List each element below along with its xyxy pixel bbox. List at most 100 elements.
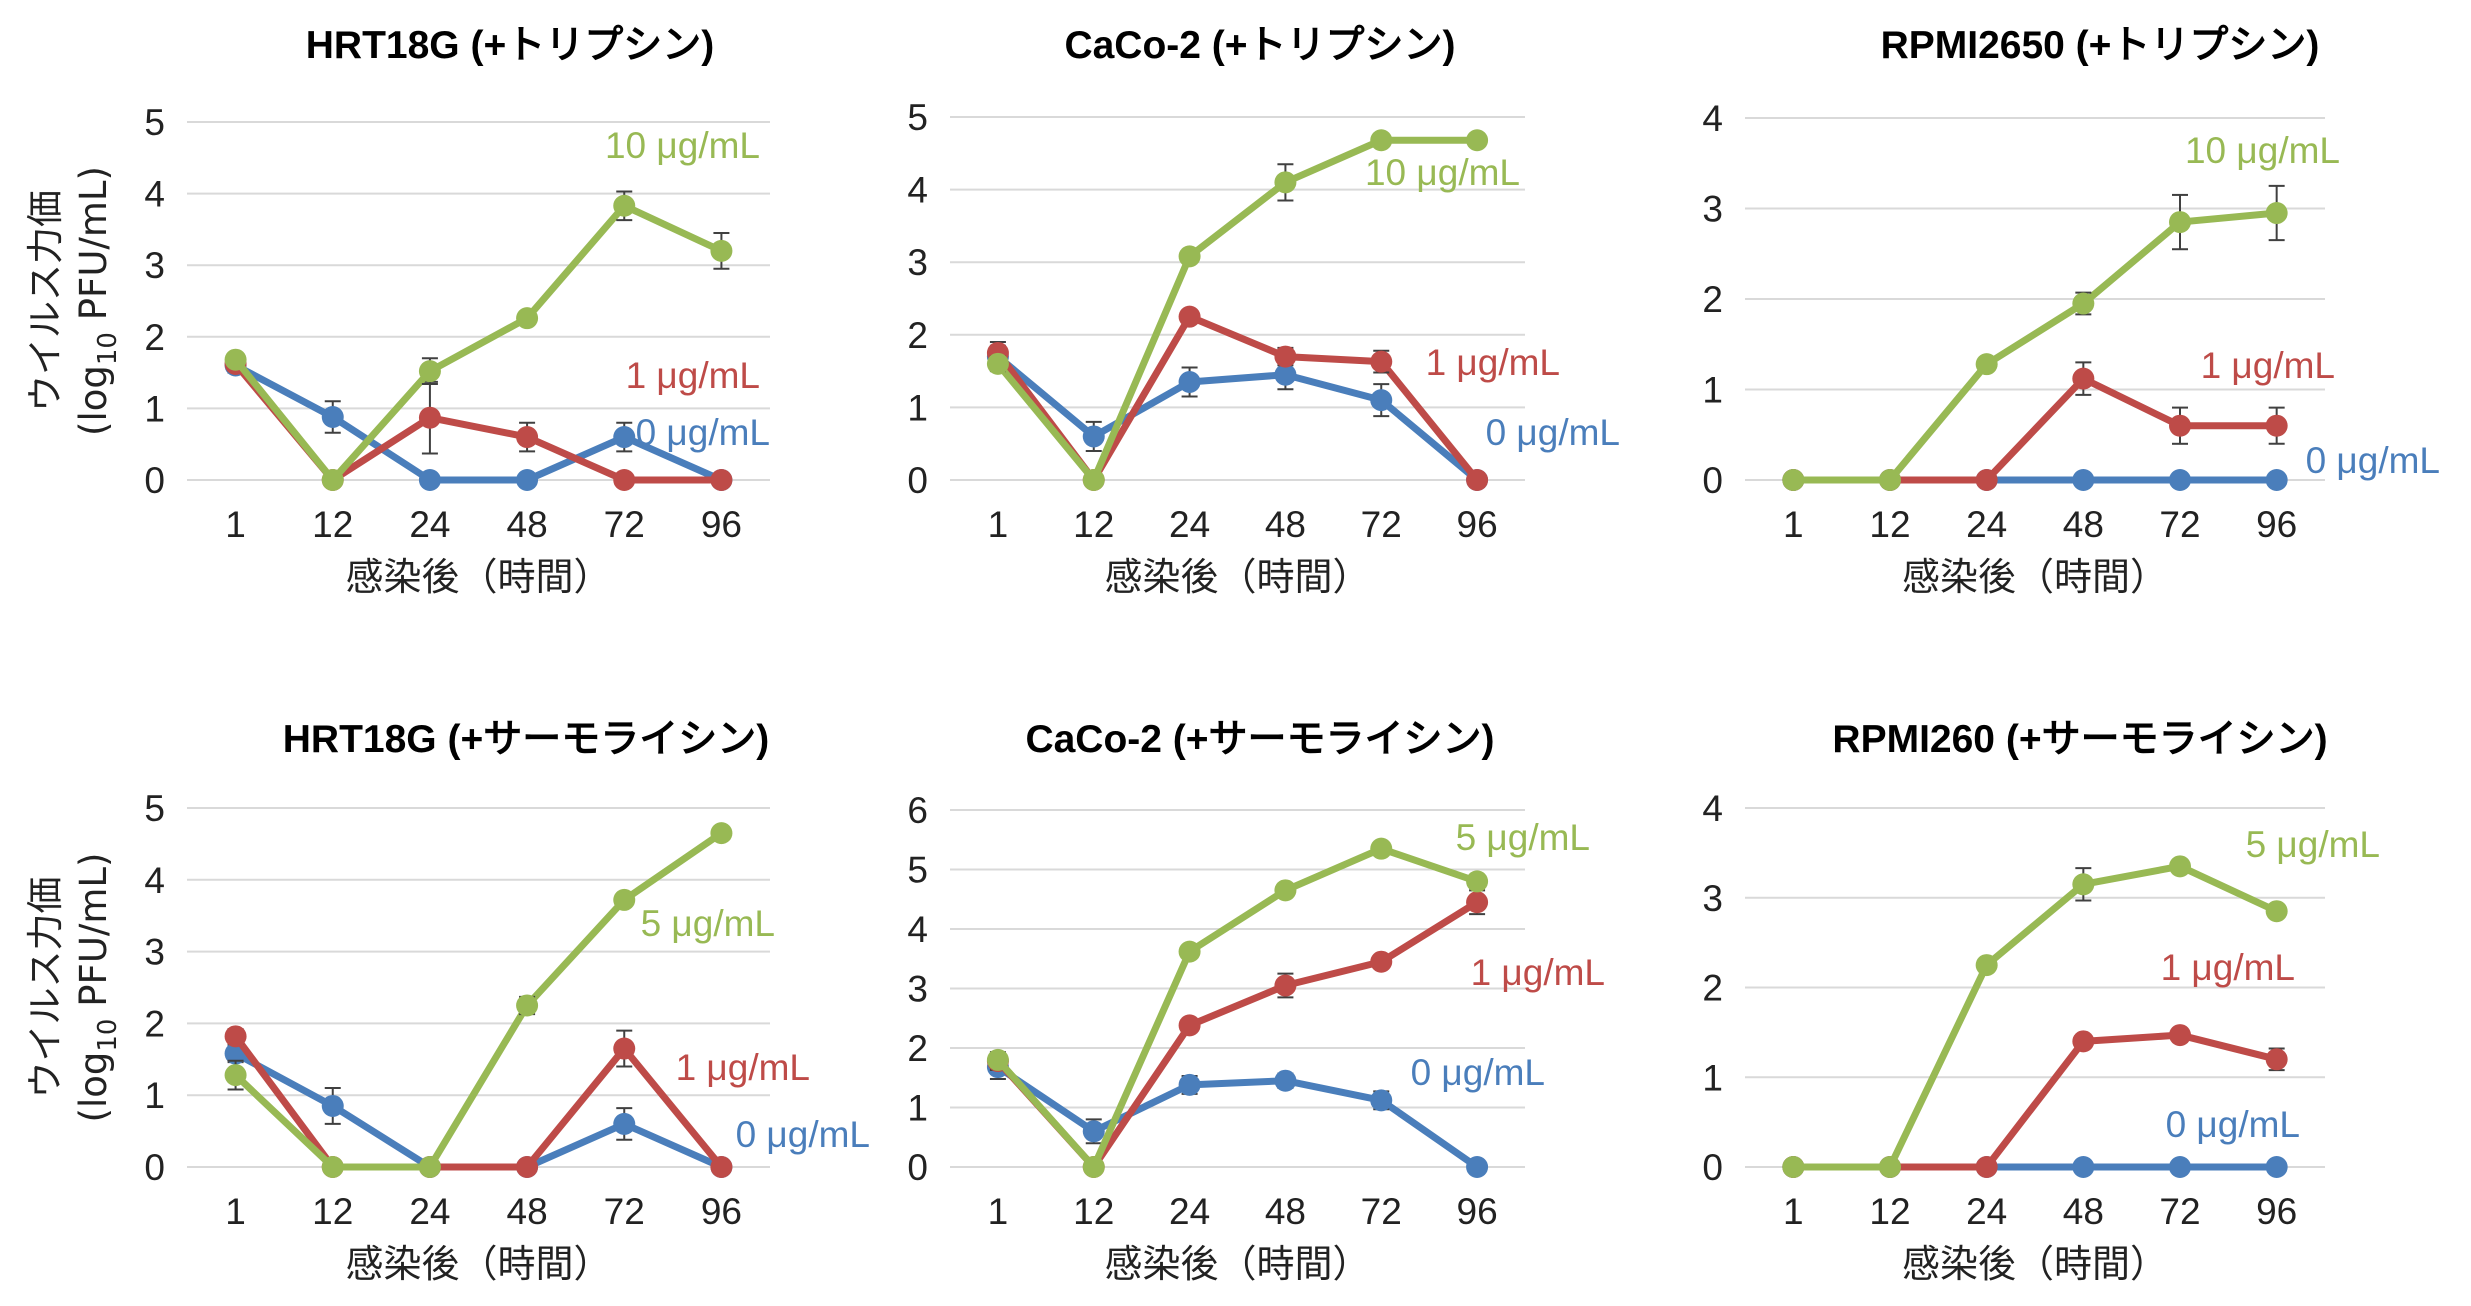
data-point [1082,469,1105,491]
data-point [1082,1156,1105,1178]
data-point [1178,370,1201,393]
data-point [1370,129,1393,152]
series-3: 10 μg/mL [986,129,1520,491]
series-label: 0 μg/mL [2306,440,2440,481]
data-point [1782,1156,1805,1178]
x-tick-label: 12 [1073,1191,1114,1232]
series-1: 0 μg/mL [986,1052,1545,1178]
x-axis-label: 感染後（時間） [345,555,611,599]
data-point [613,888,636,911]
data-point [1466,1156,1489,1178]
data-point [418,1156,441,1178]
data-point [2265,469,2288,491]
x-tick-label: 72 [604,1191,645,1232]
y-tick-label: 1 [1702,1057,1723,1098]
data-point [2265,900,2288,923]
y-tick-label: 0 [1702,1147,1723,1188]
y-axis-unit-part: PFU/mL) [72,166,115,332]
x-tick-label: 72 [1361,504,1402,545]
data-point [2072,469,2095,491]
data-point [1178,245,1201,268]
series-label: 5 μg/mL [2246,824,2380,865]
chart-title: CaCo-2 (+サーモライシン) [1025,718,1494,761]
series-2: 1 μg/mL [986,889,1605,1178]
x-tick-label: 48 [507,1191,548,1232]
y-tick-label: 1 [907,387,928,428]
y-axis-unit-subscript: 10 [93,332,123,365]
data-point [418,360,441,383]
data-point [321,1156,344,1178]
data-point [1178,1073,1201,1096]
y-axis-unit-label: (log10 PFU/mL) [72,853,123,1123]
data-point [2072,292,2095,315]
y-tick-label: 0 [144,460,165,501]
series-line [995,136,1478,484]
x-tick-label: 1 [225,504,246,545]
x-axis-label: 感染後（時間） [1902,1242,2168,1286]
data-point [2072,1156,2095,1178]
x-tick-label: 24 [1966,1191,2007,1232]
series-label: 0 μg/mL [1411,1052,1545,1093]
y-tick-label: 5 [907,850,928,891]
data-point [613,194,636,217]
x-tick-label: 12 [1073,504,1114,545]
x-tick-label: 96 [1457,504,1498,545]
series-label: 0 μg/mL [2166,1104,2300,1145]
series-line [232,202,723,484]
data-point [1274,363,1297,386]
data-point [1274,879,1297,902]
data-point [1466,870,1489,893]
data-point [1082,1120,1105,1143]
y-tick-label: 2 [907,1028,928,1069]
x-tick-label: 96 [2256,1191,2297,1232]
data-point [1274,1069,1297,1092]
data-point [418,406,441,429]
series-label: 1 μg/mL [676,1047,810,1088]
x-tick-label: 48 [507,504,548,545]
data-point [321,469,344,491]
x-tick-label: 1 [988,504,1009,545]
series-line [232,1034,725,1171]
data-point [2265,202,2288,225]
series-3: 10 μg/mL [1782,130,2340,491]
data-point [1370,389,1393,412]
x-tick-label: 96 [1457,1191,1498,1232]
series-2: 1 μg/mL [986,305,1560,491]
x-tick-label: 48 [2063,1191,2104,1232]
series-label: 0 μg/mL [636,412,770,453]
y-tick-label: 1 [1702,370,1723,411]
y-tick-label: 3 [144,245,165,286]
series-line [233,362,723,484]
x-tick-label: 1 [225,1191,246,1232]
data-point [1178,1014,1201,1037]
y-tick-label: 5 [907,97,928,138]
series-2: 1 μg/mL [1782,345,2335,491]
data-point [516,1156,539,1178]
series-label: 0 μg/mL [1486,412,1620,453]
chart-title: HRT18G (+サーモライシン) [283,718,769,761]
data-point [2072,367,2095,390]
data-point [1370,350,1393,373]
y-tick-label: 4 [144,860,165,901]
series-2: 1 μg/mL [1782,947,2295,1178]
x-tick-label: 12 [1869,1191,1910,1232]
x-tick-label: 12 [312,504,353,545]
y-tick-label: 1 [907,1088,928,1129]
y-tick-label: 0 [1702,460,1723,501]
series-line [233,1050,723,1171]
y-tick-label: 3 [1702,878,1723,919]
chart-title: RPMI2650 (+トリプシン) [1881,24,2320,67]
data-point [1370,1089,1393,1112]
data-point [418,469,441,491]
y-tick-label: 2 [144,317,165,358]
data-point [613,1112,636,1135]
y-tick-label: 2 [1702,279,1723,320]
series-line [1793,1031,2278,1171]
y-tick-label: 2 [1702,968,1723,1009]
data-point [321,1094,344,1117]
data-point [321,405,344,428]
y-tick-label: 0 [144,1147,165,1188]
series-line [995,353,1480,483]
